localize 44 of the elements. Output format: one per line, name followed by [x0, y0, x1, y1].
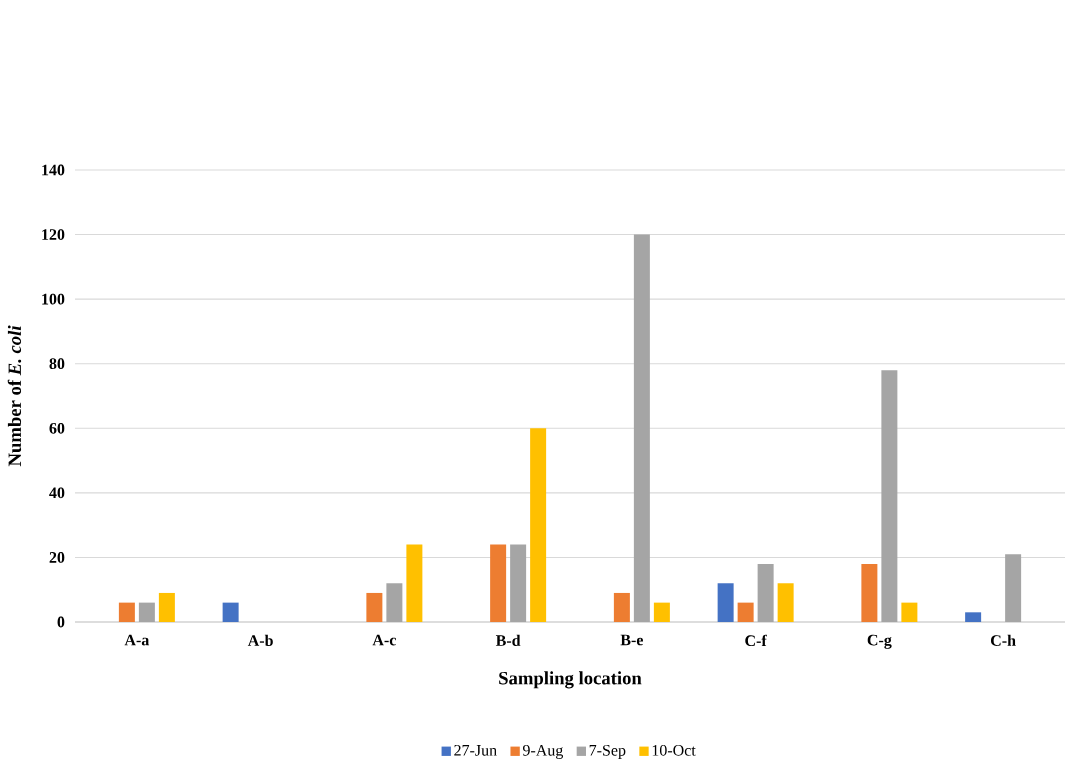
- y-tick-label: 100: [42, 293, 65, 305]
- x-tick-label: C-h: [991, 634, 1016, 646]
- legend-label: 10-Oct: [652, 744, 696, 756]
- x-axis-title: Sampling location: [499, 671, 642, 689]
- x-tick-label: C-g: [867, 634, 892, 649]
- bar: [118, 602, 135, 622]
- bar: [965, 612, 982, 622]
- x-tick-label: B-d: [495, 634, 521, 646]
- x-tick-label: A-c: [372, 634, 396, 646]
- bar: [386, 583, 403, 622]
- bar: [510, 544, 527, 622]
- bar: [901, 602, 918, 622]
- y-tick-label: 60: [49, 422, 65, 434]
- y-tick-label: 120: [42, 229, 65, 240]
- legend-label: 9-Aug: [522, 744, 564, 759]
- bar: [633, 234, 650, 622]
- bar: [138, 602, 155, 622]
- bar: [406, 544, 423, 622]
- bar: [1005, 554, 1022, 622]
- bar: [861, 563, 878, 622]
- bar: [737, 602, 754, 622]
- y-axis-title: Number of E. coli: [7, 325, 22, 467]
- y-tick-label: 0: [57, 616, 65, 628]
- bar: [613, 592, 630, 622]
- bar: [490, 544, 507, 622]
- bar: [777, 583, 794, 622]
- y-tick-label: 140: [42, 164, 65, 176]
- legend-label: 7-Sep: [589, 744, 626, 759]
- bar: [653, 602, 670, 622]
- y-tick-label: 20: [49, 552, 65, 563]
- bar: [717, 583, 734, 622]
- bar: [757, 563, 774, 622]
- bar: [222, 602, 239, 622]
- x-tick-label: A-b: [247, 634, 273, 646]
- y-tick-label: 80: [49, 358, 65, 370]
- x-tick-label: B-e: [620, 634, 644, 646]
- x-tick-label: C-f: [745, 634, 767, 647]
- bar: [158, 592, 175, 622]
- bar: [366, 592, 383, 622]
- bar: [530, 428, 547, 622]
- y-tick-label: 40: [49, 487, 65, 499]
- legend-label: 27-Jun: [454, 744, 497, 756]
- bar: [881, 370, 898, 622]
- x-tick-label: A-a: [124, 634, 150, 646]
